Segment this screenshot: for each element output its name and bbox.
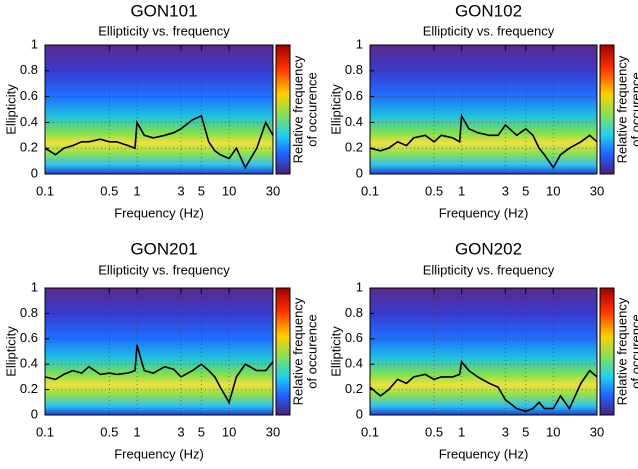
heatmap [370, 45, 597, 174]
x-tick-label: 0.1 [361, 424, 379, 439]
y-tick-label: 0.6 [20, 88, 38, 103]
panel-subtitle: Ellipticity vs. frequency [98, 23, 230, 38]
x-tick-label: 30 [266, 183, 280, 198]
colorbar [275, 287, 291, 416]
y-tick-label: 0.8 [20, 62, 38, 77]
x-tick-label: 30 [590, 424, 604, 439]
x-tick-label: 0.1 [36, 183, 54, 198]
y-tick-label: 0.8 [20, 305, 38, 320]
colorbar [599, 287, 615, 416]
x-tick-label: 30 [266, 424, 280, 439]
panel-title: GON102 [455, 1, 522, 20]
y-tick-label: 0.2 [345, 140, 363, 155]
colorbar-label: Relative frequency [290, 55, 305, 163]
plot-frame [44, 44, 274, 175]
colorbar-label: of occurence [304, 314, 319, 388]
x-tick-label: 1 [458, 424, 465, 439]
colorbar-label: Relative frequency [614, 55, 629, 163]
x-tick-label: 5 [198, 424, 205, 439]
x-tick-label: 3 [177, 183, 184, 198]
y-tick-label: 0.2 [345, 381, 363, 396]
y-tick-label: 0.4 [20, 114, 38, 129]
colorbar-label: Relative frequency [614, 297, 629, 405]
panel-title: GON101 [130, 1, 197, 20]
x-tick-label: 0.1 [36, 424, 54, 439]
y-tick-label: 0.6 [345, 88, 363, 103]
panel-subtitle: Ellipticity vs. frequency [98, 262, 230, 277]
y-tick-label: 1 [356, 36, 363, 51]
x-tick-label: 0.1 [361, 183, 379, 198]
colorbar-label: Relative frequency [290, 297, 305, 405]
colorbar-label: of occurence [628, 72, 638, 146]
x-tick-label: 0.5 [425, 183, 443, 198]
y-tick-label: 1 [31, 279, 38, 294]
median-line [44, 344, 274, 405]
x-tick-label: 0.5 [100, 183, 118, 198]
x-tick-label: 10 [222, 183, 236, 198]
panel-title: GON202 [455, 239, 522, 258]
y-tick-label: 0.2 [20, 140, 38, 155]
panel-subtitle: Ellipticity vs. frequency [423, 23, 555, 38]
y-axis-label: Ellipticity [3, 326, 18, 377]
median-line [44, 114, 274, 170]
heatmap [370, 288, 597, 415]
y-tick-label: 0.4 [345, 356, 363, 371]
y-axis-label: Ellipticity [3, 84, 18, 135]
x-tick-label: 1 [133, 424, 140, 439]
colorbar-label: of occurence [304, 72, 319, 146]
x-tick-label: 5 [522, 183, 529, 198]
x-tick-label: 0.5 [425, 424, 443, 439]
x-axis-label: Frequency (Hz) [114, 446, 204, 461]
x-axis-label: Frequency (Hz) [439, 446, 529, 461]
panel-subtitle: Ellipticity vs. frequency [423, 262, 555, 277]
y-tick-label: 0 [356, 165, 363, 180]
colorbar [599, 44, 615, 175]
x-axis-label: Frequency (Hz) [114, 205, 204, 220]
y-tick-label: 1 [31, 36, 38, 51]
x-tick-label: 10 [222, 424, 236, 439]
y-tick-label: 0.8 [345, 62, 363, 77]
median-line [369, 113, 598, 170]
x-tick-label: 30 [590, 183, 604, 198]
plot-frame [44, 287, 274, 416]
y-tick-label: 0 [356, 406, 363, 421]
x-tick-label: 10 [546, 183, 560, 198]
x-tick-label: 3 [177, 424, 184, 439]
y-tick-label: 0.4 [20, 356, 38, 371]
plot-frame [369, 287, 598, 416]
x-tick-label: 0.5 [100, 424, 118, 439]
y-tick-label: 0.4 [345, 114, 363, 129]
panel-title: GON201 [130, 239, 197, 258]
heatmap [45, 45, 273, 174]
y-tick-label: 0.6 [20, 330, 38, 345]
x-tick-label: 3 [502, 424, 509, 439]
x-tick-label: 5 [198, 183, 205, 198]
colorbar [275, 44, 291, 175]
y-tick-label: 1 [356, 279, 363, 294]
x-axis-label: Frequency (Hz) [439, 205, 529, 220]
x-tick-label: 3 [502, 183, 509, 198]
y-axis-label: Ellipticity [328, 84, 343, 135]
plot-frame [369, 44, 598, 175]
y-tick-label: 0 [31, 406, 38, 421]
y-tick-label: 0.8 [345, 305, 363, 320]
x-tick-label: 5 [522, 424, 529, 439]
y-tick-label: 0 [31, 165, 38, 180]
heatmap [45, 288, 273, 415]
y-tick-label: 0.6 [345, 330, 363, 345]
x-tick-label: 1 [133, 183, 140, 198]
x-tick-label: 1 [458, 183, 465, 198]
median-line [369, 359, 598, 413]
y-tick-label: 0.2 [20, 381, 38, 396]
colorbar-label: of occurence [628, 314, 638, 388]
x-tick-label: 10 [546, 424, 560, 439]
y-axis-label: Ellipticity [328, 326, 343, 377]
